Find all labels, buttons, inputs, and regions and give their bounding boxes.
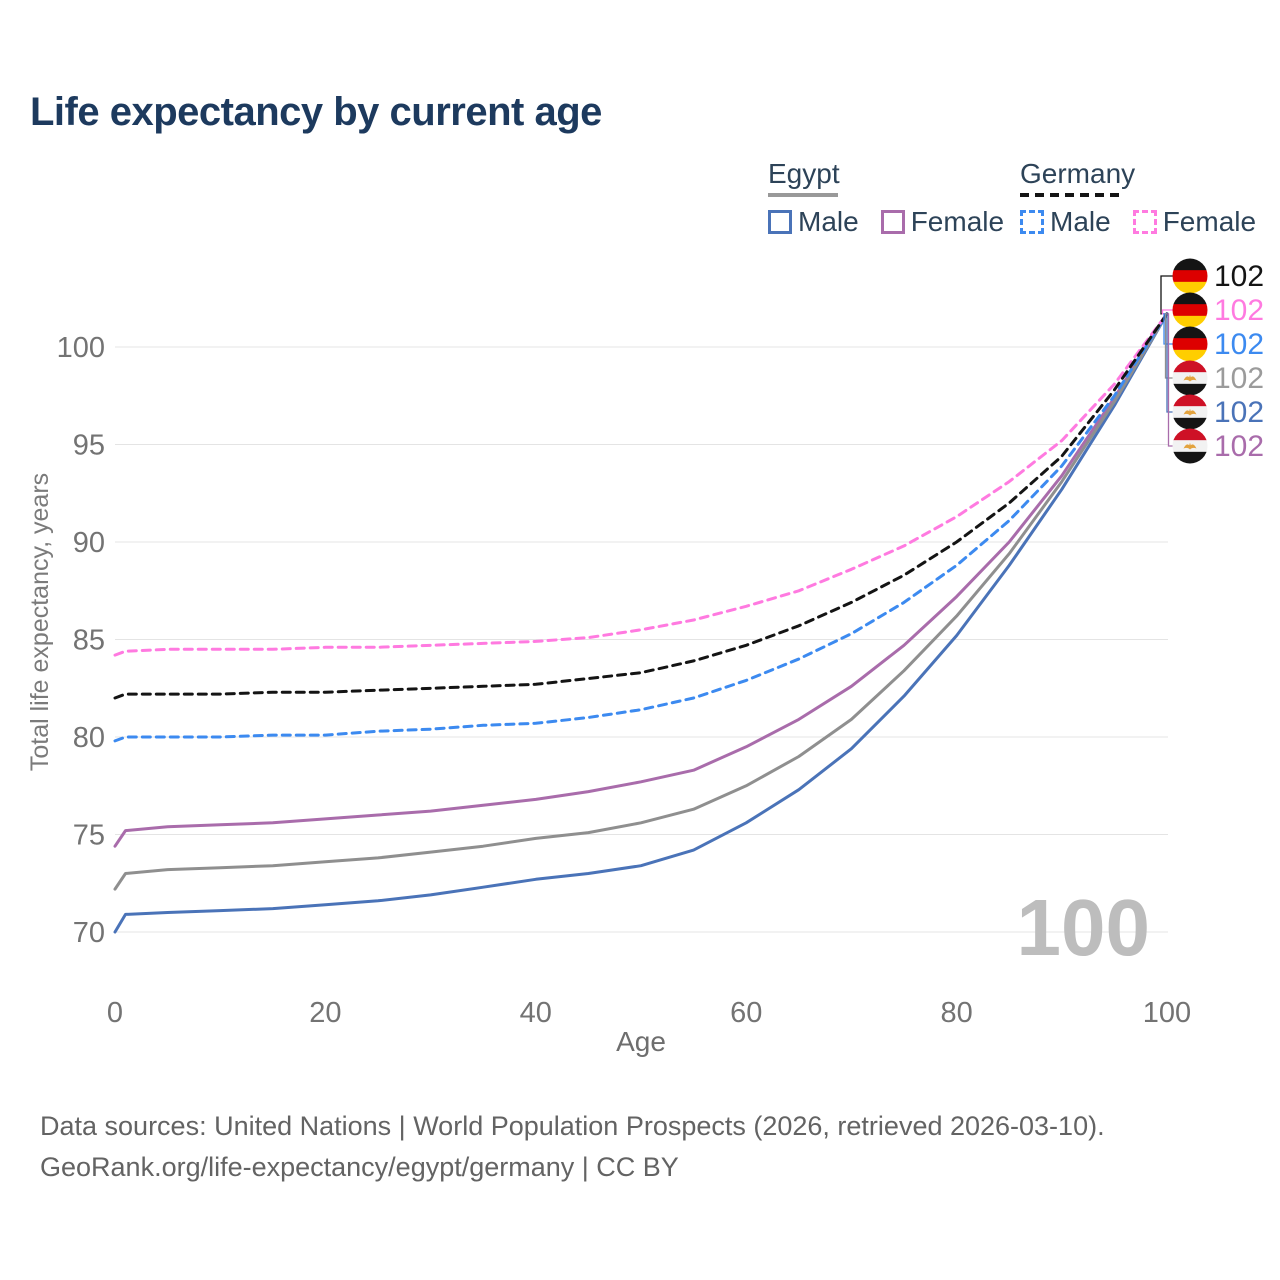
legend-item-label: Male <box>798 206 859 237</box>
legend-country-egypt[interactable]: Egypt <box>768 158 840 189</box>
legend-item-egypt-female[interactable]: Female <box>880 206 1005 238</box>
series-end-label-germany-male[interactable]: 102 <box>1172 326 1265 363</box>
chart-area[interactable]: 100 70 75 80 85 90 95 100 0 20 40 60 80 100 Age Total l… <box>0 250 1280 1070</box>
x-axis-tick-label: 80 <box>940 997 972 1029</box>
egypt-flag-icon <box>1172 394 1208 430</box>
series-line-germany-female[interactable] <box>113 312 1169 657</box>
series-end-label-egypt-female[interactable]: 102 <box>1172 428 1265 465</box>
series-end-label-germany-total[interactable]: 102 <box>1172 258 1265 295</box>
legend-swatch-germany-male-icon <box>1020 210 1044 234</box>
germany-flag-icon <box>1172 258 1208 294</box>
egypt-eagle-emblem-icon <box>1183 442 1197 450</box>
legend-underline-germany <box>1020 193 1125 197</box>
egypt-eagle-emblem-icon <box>1183 408 1197 416</box>
legend-swatch-germany-female-icon <box>1132 210 1157 234</box>
end-label-value-egypt-female: 102 <box>1214 430 1264 463</box>
end-label-connector-egypt-total <box>1164 313 1174 379</box>
legend-item-germany-female[interactable]: Female <box>1132 206 1257 238</box>
x-axis-title: Age <box>616 1026 666 1057</box>
y-axis-tick-label: 90 <box>73 527 105 559</box>
series-line-egypt-total[interactable] <box>113 312 1169 891</box>
chart-svg: 100 70 75 80 85 90 95 100 0 20 40 60 80 100 Age Total l… <box>26 258 1265 1057</box>
page-title: Life expectancy by current age <box>30 90 602 134</box>
series-line-egypt-female[interactable] <box>113 312 1169 848</box>
germany-flag-icon <box>1172 292 1208 328</box>
legend-item-label: Female <box>1162 206 1257 237</box>
end-label-value-egypt-male: 102 <box>1214 396 1264 429</box>
legend-underline-egypt <box>768 193 838 197</box>
end-label-value-germany-male: 102 <box>1214 328 1264 361</box>
footer-sources: Data sources: United Nations | World Pop… <box>40 1111 1105 1141</box>
chart-footer: Data sources: United Nations | World Pop… <box>40 1106 1105 1188</box>
legend-swatch-egypt-female-icon <box>880 210 905 234</box>
x-axis-tick-label: 0 <box>107 997 123 1029</box>
legend-group-germany: Germany Male Female <box>1020 158 1256 238</box>
x-axis-tick-label: 20 <box>309 997 341 1029</box>
chart-legend: Egypt Male Female Germany Male Female <box>0 158 1280 248</box>
series-line-germany-male[interactable] <box>113 312 1169 743</box>
series-end-label-egypt-total[interactable]: 102 <box>1172 360 1265 397</box>
legend-item-label: Male <box>1050 206 1111 237</box>
end-label-value-egypt-total: 102 <box>1214 362 1264 395</box>
x-axis-tick-label: 100 <box>1143 997 1191 1029</box>
end-label-connector-germany-total <box>1160 275 1174 315</box>
y-axis-tick-label: 100 <box>57 332 105 364</box>
series-line-germany-total[interactable] <box>113 312 1169 700</box>
y-axis-tick-label: 80 <box>73 722 105 754</box>
series-line-egypt-male[interactable] <box>113 312 1169 934</box>
legend-item-label: Female <box>910 206 1005 237</box>
legend-item-egypt-male[interactable]: Male <box>768 206 859 238</box>
legend-country-germany[interactable]: Germany <box>1020 158 1136 189</box>
y-axis-tick-label: 70 <box>73 917 105 949</box>
gridlines <box>115 346 1168 933</box>
series-end-label-germany-female[interactable]: 102 <box>1172 292 1265 329</box>
x-axis-tick-label: 60 <box>730 997 762 1029</box>
end-label-connector-egypt-female <box>1167 313 1174 447</box>
end-label-connector-egypt-male <box>1166 313 1174 413</box>
egypt-flag-icon <box>1172 360 1208 396</box>
legend-item-germany-male[interactable]: Male <box>1020 206 1111 238</box>
y-axis-tick-label: 95 <box>73 430 105 462</box>
egypt-eagle-emblem-icon <box>1183 374 1197 382</box>
end-label-value-germany-total: 102 <box>1214 260 1264 293</box>
y-axis-title: Total life expectancy, years <box>26 473 54 771</box>
y-axis-tick-label: 75 <box>73 820 105 852</box>
y-axis-tick-label: 85 <box>73 625 105 657</box>
series-end-label-egypt-male[interactable]: 102 <box>1172 394 1265 431</box>
germany-flag-icon <box>1172 326 1208 362</box>
age-counter-watermark: 100 <box>1017 883 1150 972</box>
footer-url: GeoRank.org/life-expectancy/egypt/german… <box>40 1152 679 1182</box>
end-label-value-germany-female: 102 <box>1214 294 1264 327</box>
legend-swatch-egypt-male-icon <box>768 210 792 234</box>
x-axis-tick-label: 40 <box>520 997 552 1029</box>
legend-group-egypt: Egypt Male Female <box>768 158 1004 238</box>
egypt-flag-icon <box>1172 428 1208 464</box>
